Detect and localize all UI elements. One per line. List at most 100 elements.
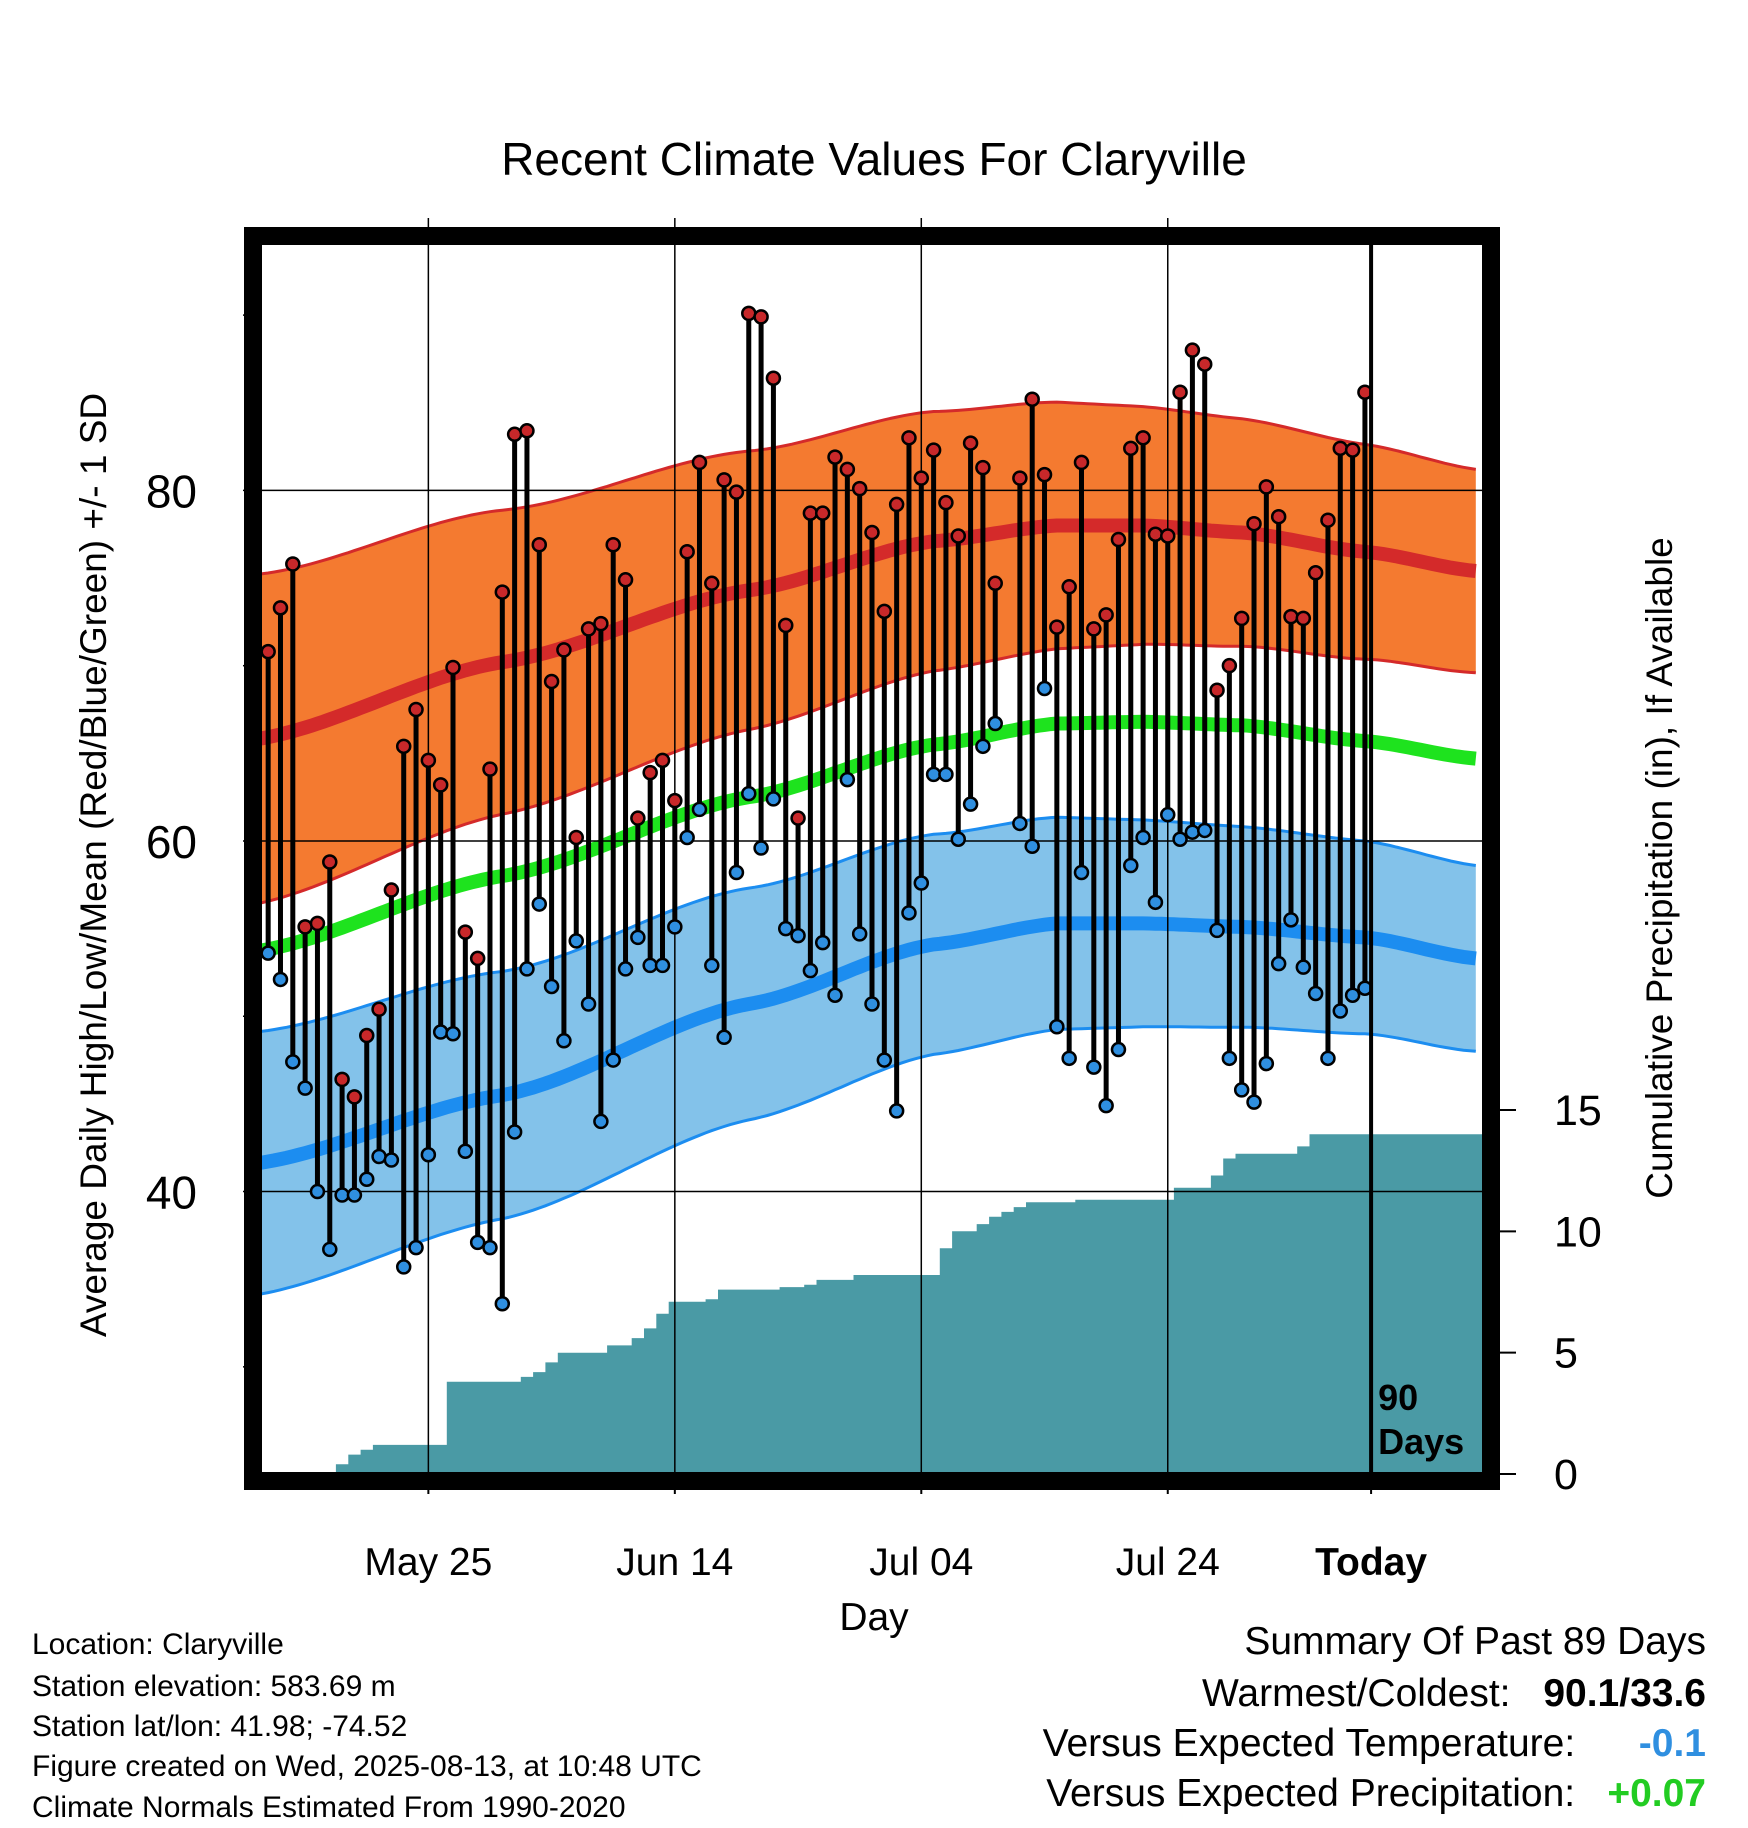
observed-low-point (1209, 922, 1225, 939)
observed-high-point (1184, 342, 1201, 358)
observed-low-point (827, 987, 843, 1003)
observed-high-point (543, 673, 560, 690)
observed-high-point (334, 1071, 350, 1088)
observed-high-point (1246, 515, 1262, 532)
observed-low-point (814, 934, 831, 951)
footer-location: Location: Claryville (32, 1628, 284, 1661)
observed-high-point (1196, 356, 1213, 372)
observed-high-point (913, 470, 930, 486)
x-tick-label: May 25 (364, 1541, 492, 1584)
observed-low-point (901, 905, 917, 921)
observed-low-point (839, 771, 856, 788)
observed-high-point (568, 829, 584, 846)
observed-high-point (802, 505, 819, 521)
y-tick-label: 60 (146, 816, 197, 868)
observed-low-point (334, 1187, 350, 1203)
x-tick-label: Jun 14 (616, 1541, 733, 1584)
observed-low-point (1233, 1082, 1250, 1098)
observed-low-point (593, 1113, 609, 1130)
y2-tick-label: 15 (1554, 1087, 1602, 1135)
observed-high-point (1012, 470, 1028, 486)
observed-high-point (654, 752, 671, 769)
observed-high-point (1160, 528, 1176, 544)
observed-high-point (531, 536, 548, 553)
footer-elevation: Station elevation: 583.69 m (32, 1670, 396, 1703)
observed-high-point (839, 461, 856, 478)
observed-low-point (667, 919, 683, 935)
normal-low-line (262, 916, 1477, 1170)
observed-low-point (777, 920, 794, 937)
y-tick-label: 40 (146, 1167, 197, 1219)
observed-low-point (987, 715, 1003, 732)
observed-high-point (1049, 619, 1065, 635)
x-tick-label: Jul 24 (1116, 1541, 1220, 1584)
observed-high-point (630, 810, 646, 826)
observed-high-point (790, 810, 806, 826)
observed-high-point (420, 752, 437, 769)
observed-low-point (1147, 894, 1164, 911)
observed-high-point (1270, 508, 1287, 525)
observed-low-point (420, 1146, 437, 1163)
observed-low-point (605, 1052, 621, 1068)
observed-high-point (901, 430, 917, 446)
observed-high-point (1258, 479, 1275, 495)
observed-high-point (358, 1027, 375, 1044)
observed-low-point (297, 1080, 313, 1096)
observed-low-point (469, 1234, 486, 1251)
observed-low-point (716, 1029, 732, 1046)
observed-low-point (962, 796, 979, 812)
observed-high-point (1024, 391, 1040, 408)
observed-high-point (876, 603, 893, 620)
observed-high-point (272, 600, 289, 616)
observed-high-point (285, 556, 301, 572)
observed-high-point (950, 528, 967, 544)
observed-high-point (741, 305, 757, 322)
observed-high-point (938, 494, 954, 511)
observed-high-point (777, 617, 794, 634)
summary-warm-cold-label: Warmest/Coldest: (1202, 1672, 1511, 1715)
observed-low-point (358, 1171, 375, 1188)
observed-low-point (630, 929, 646, 946)
observed-low-point (802, 962, 819, 979)
observed-low-point (543, 978, 560, 995)
observed-high-point (1344, 442, 1361, 458)
observed-low-point (408, 1239, 424, 1256)
observed-high-point (1283, 608, 1299, 625)
observed-low-point (1098, 1097, 1114, 1114)
observed-low-point (851, 926, 868, 942)
summary-warm-cold-value: 90.1/33.6 (1543, 1672, 1706, 1715)
observed-high-point (642, 764, 658, 781)
observed-high-point (506, 426, 523, 443)
today-days-label: 90 (1378, 1377, 1418, 1418)
x-tick-label: Jul 04 (869, 1541, 973, 1584)
observed-low-point (556, 1033, 572, 1049)
observed-low-point (642, 957, 658, 974)
observed-high-point (1086, 621, 1102, 637)
observed-high-point (1233, 610, 1250, 627)
observed-low-point (432, 1024, 449, 1040)
today-days-label: Days (1378, 1421, 1464, 1462)
footer-created: Figure created on Wed, 2025-08-13, at 10… (32, 1750, 702, 1783)
observed-low-point (506, 1124, 523, 1140)
observed-high-point (309, 915, 326, 932)
observed-high-point (1073, 454, 1090, 471)
observed-high-point (1307, 565, 1324, 581)
observed-low-point (1160, 806, 1176, 823)
observed-high-point (1332, 440, 1349, 457)
observed-low-point (1283, 912, 1299, 928)
observed-low-point (371, 1148, 387, 1165)
observed-low-point (580, 996, 597, 1012)
normal-low-band-lower-edge (262, 1025, 1476, 1296)
observed-low-point (654, 957, 671, 974)
y-axis-label: Average Daily High/Low/Mean (Red/Blue/Gr… (73, 393, 114, 1337)
summary-warm-cold-row: Warmest/Coldest: 90.1/33.6 (1202, 1672, 1706, 1716)
observed-low-point (888, 1103, 905, 1119)
observed-high-point (445, 659, 461, 676)
observed-high-point (346, 1089, 363, 1105)
observed-high-point (482, 761, 498, 777)
observed-low-point (519, 961, 535, 977)
observed-high-point (1209, 682, 1225, 698)
observed-low-point (1295, 959, 1312, 975)
normal-low-band (262, 817, 1476, 1294)
summary-temp-label: Versus Expected Temperature: (1042, 1722, 1576, 1765)
